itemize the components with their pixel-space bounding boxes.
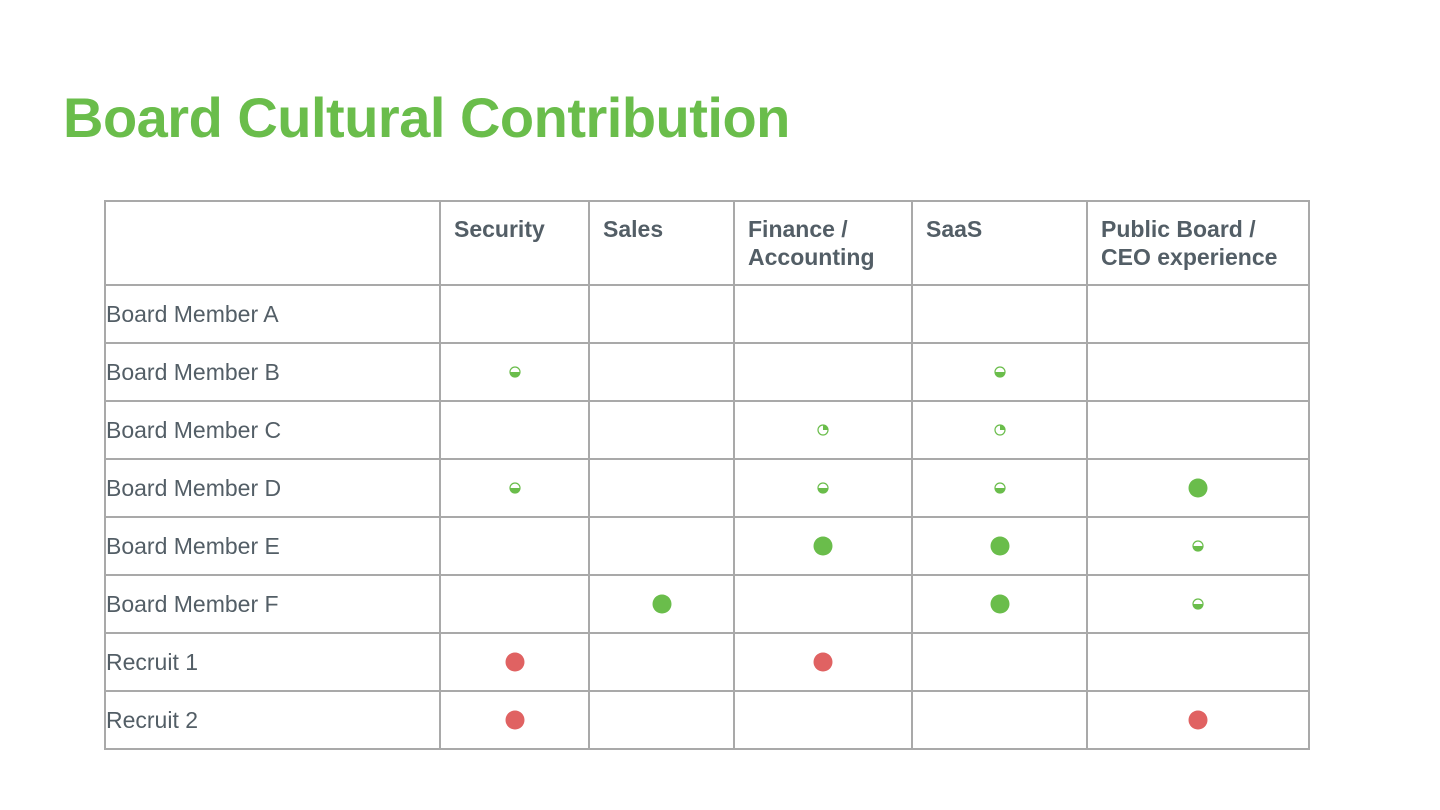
matrix-cell — [1086, 458, 1310, 518]
green-filled-circle-icon — [990, 536, 1010, 556]
matrix-cell — [1086, 516, 1310, 576]
matrix-cell — [439, 342, 590, 402]
green-half-circle-icon — [993, 366, 1006, 378]
matrix-cell — [588, 574, 735, 634]
matrix-cell — [911, 574, 1088, 634]
green-quarter-circle-icon — [993, 424, 1006, 436]
header-row: Security Sales Finance / Accounting SaaS… — [104, 200, 1310, 286]
matrix-cell — [588, 632, 735, 692]
matrix-cell — [1086, 400, 1310, 460]
green-filled-circle-icon — [813, 536, 833, 556]
matrix-cell — [439, 284, 590, 344]
green-half-circle-icon — [1192, 598, 1204, 610]
matrix-cell — [588, 342, 735, 402]
column-header-sales: Sales — [588, 200, 735, 286]
row-label: Board Member F — [104, 574, 441, 634]
matrix-cell — [588, 458, 735, 518]
green-half-circle-icon — [508, 482, 521, 494]
column-header-security: Security — [439, 200, 590, 286]
page-title: Board Cultural Contribution — [63, 86, 790, 149]
table-row: Board Member C — [104, 400, 1310, 460]
corner-header-cell — [104, 200, 441, 286]
matrix-cell — [733, 574, 913, 634]
row-label: Board Member A — [104, 284, 441, 344]
matrix-cell — [439, 574, 590, 634]
matrix-cell — [911, 516, 1088, 576]
matrix-cell — [911, 284, 1088, 344]
red-filled-circle-icon — [505, 710, 525, 730]
matrix-cell — [911, 458, 1088, 518]
matrix-cell — [733, 400, 913, 460]
matrix-cell — [588, 400, 735, 460]
column-header-public-board-ceo: Public Board / CEO experience — [1086, 200, 1310, 286]
matrix-cell — [1086, 342, 1310, 402]
green-quarter-circle-icon — [817, 424, 829, 436]
row-label: Board Member E — [104, 516, 441, 576]
matrix-cell — [588, 284, 735, 344]
board-matrix-table: Security Sales Finance / Accounting SaaS… — [104, 200, 1310, 750]
row-label: Board Member B — [104, 342, 441, 402]
matrix-cell — [439, 458, 590, 518]
green-half-circle-icon — [508, 366, 521, 378]
row-label: Board Member D — [104, 458, 441, 518]
red-filled-circle-icon — [505, 652, 525, 672]
matrix-cell — [439, 400, 590, 460]
green-filled-circle-icon — [652, 594, 672, 614]
matrix-cell — [1086, 690, 1310, 750]
column-header-finance-accounting: Finance / Accounting — [733, 200, 913, 286]
matrix-cell — [733, 632, 913, 692]
green-half-circle-icon — [817, 482, 829, 494]
green-filled-circle-icon — [990, 594, 1010, 614]
red-filled-circle-icon — [813, 652, 833, 672]
matrix-cell — [1086, 574, 1310, 634]
table-row: Board Member A — [104, 284, 1310, 344]
table-row: Recruit 2 — [104, 690, 1310, 750]
column-header-saas: SaaS — [911, 200, 1088, 286]
matrix-cell — [911, 342, 1088, 402]
matrix-cell — [733, 342, 913, 402]
row-label: Recruit 1 — [104, 632, 441, 692]
matrix-cell — [1086, 632, 1310, 692]
matrix-cell — [733, 516, 913, 576]
row-label: Board Member C — [104, 400, 441, 460]
matrix-cell — [911, 632, 1088, 692]
matrix-cell — [439, 690, 590, 750]
matrix-cell — [588, 516, 735, 576]
table-row: Board Member D — [104, 458, 1310, 518]
matrix-cell — [911, 400, 1088, 460]
matrix-cell — [733, 284, 913, 344]
table-row: Board Member B — [104, 342, 1310, 402]
matrix-cell — [439, 516, 590, 576]
table-row: Board Member F — [104, 574, 1310, 634]
green-filled-circle-icon — [1188, 478, 1208, 498]
table-row: Board Member E — [104, 516, 1310, 576]
green-half-circle-icon — [1192, 540, 1204, 552]
matrix-cell — [1086, 284, 1310, 344]
table-row: Recruit 1 — [104, 632, 1310, 692]
matrix-cell — [911, 690, 1088, 750]
matrix-cell — [733, 690, 913, 750]
green-half-circle-icon — [993, 482, 1006, 494]
red-filled-circle-icon — [1188, 710, 1208, 730]
row-label: Recruit 2 — [104, 690, 441, 750]
matrix-cell — [439, 632, 590, 692]
matrix-cell — [733, 458, 913, 518]
matrix-cell — [588, 690, 735, 750]
